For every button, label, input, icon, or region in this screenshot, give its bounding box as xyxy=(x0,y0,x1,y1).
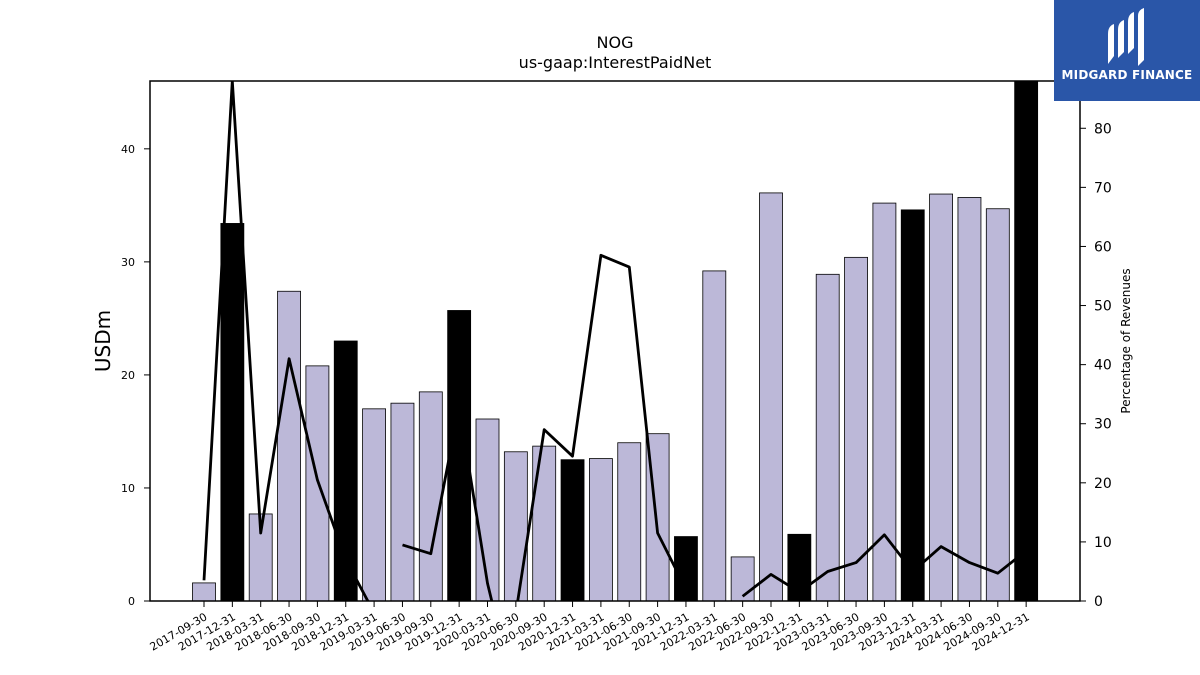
y-right-tick-label: 70 xyxy=(1094,180,1112,196)
bar-2017-12-31 xyxy=(220,223,245,602)
bar-2020-03-31 xyxy=(475,418,500,602)
bar-2023-12-31 xyxy=(900,209,925,602)
plot-frame xyxy=(149,80,1081,602)
y-left-tick-label: 0 xyxy=(128,595,135,608)
y-axis-right: 0 10 20 30 40 50 60 70 80 xyxy=(1080,121,1112,610)
bar-2023-06-30 xyxy=(844,256,868,602)
bar-2024-09-30 xyxy=(985,208,1010,602)
y-right-tick-label: 60 xyxy=(1094,239,1112,255)
y-left-tick-label: 20 xyxy=(121,369,135,382)
bar-2020-12-31 xyxy=(560,459,585,602)
y-left-tick-label: 30 xyxy=(121,256,135,269)
y-right-tick-label: 0 xyxy=(1094,594,1103,610)
bar-2020-06-30 xyxy=(503,451,528,602)
bar-2022-09-30 xyxy=(759,192,783,602)
bar-2017-09-30 xyxy=(192,582,216,602)
brand-name: MIDGARD FINANCE xyxy=(1061,68,1193,82)
y-axis-left: 0 10 20 30 40 xyxy=(121,143,150,608)
y-right-tick-label: 30 xyxy=(1094,417,1112,433)
y-right-tick-label: 50 xyxy=(1094,299,1112,315)
line-layer xyxy=(202,81,1028,601)
bar-2019-09-30 xyxy=(418,391,443,602)
y-left-tick-label: 10 xyxy=(121,482,135,495)
bar-2019-03-31 xyxy=(362,408,387,602)
revenue-pct-line-segment-0 xyxy=(202,81,370,601)
brand-mark-icon xyxy=(1108,8,1144,66)
bar-2018-06-30 xyxy=(277,290,301,602)
x-axis: 2017-09-302017-12-312018-03-312018-06-30… xyxy=(148,601,1032,654)
bar-2019-06-30 xyxy=(390,402,415,602)
bar-2024-12-31 xyxy=(1014,80,1039,602)
y-right-tick-label: 10 xyxy=(1094,535,1112,551)
brand-logo: MIDGARD FINANCE xyxy=(1054,0,1200,101)
y-right-tick-label: 20 xyxy=(1094,476,1112,492)
bar-2021-06-30 xyxy=(617,442,642,602)
bars-layer xyxy=(192,80,1039,602)
y-axis-label-right: Percentage of Revenues xyxy=(1119,268,1133,413)
revenue-pct-line-segment-1 xyxy=(402,404,494,601)
y-axis-label-left: USDm xyxy=(91,310,115,372)
bar-2021-03-31 xyxy=(589,458,613,602)
bar-2020-09-30 xyxy=(532,445,557,602)
y-right-tick-label: 40 xyxy=(1094,358,1112,374)
bar-2024-06-30 xyxy=(957,197,982,602)
chart-subtitle: us-gaap:InterestPaidNet xyxy=(519,53,712,72)
bar-2022-03-31 xyxy=(702,270,727,602)
bar-2021-12-31 xyxy=(674,536,698,602)
chart-title: NOG xyxy=(597,33,634,52)
bar-2024-03-31 xyxy=(929,193,953,602)
y-left-tick-label: 40 xyxy=(121,143,135,156)
y-right-tick-label: 80 xyxy=(1094,121,1112,137)
revenue-pct-line-segment-3 xyxy=(741,533,1028,598)
bar-2022-06-30 xyxy=(730,556,755,602)
revenue-pct-line-segment-2 xyxy=(516,253,688,601)
bar-2023-03-31 xyxy=(815,273,840,602)
